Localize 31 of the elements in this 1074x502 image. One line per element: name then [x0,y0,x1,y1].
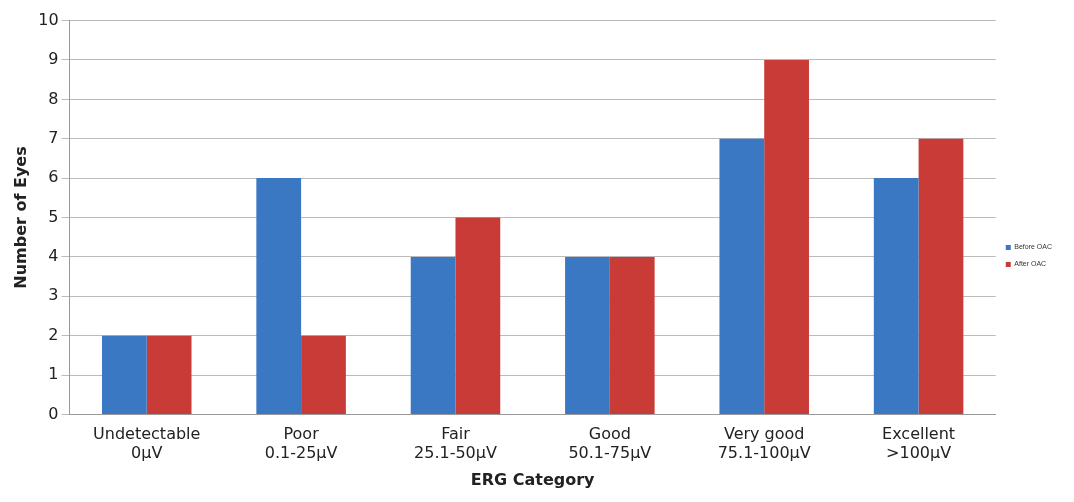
bar [146,335,192,414]
bar [873,178,919,414]
bar [764,59,809,414]
bar [101,335,147,414]
x-tick-label: Good 50.1-75μV [568,424,652,463]
y-tick-label: 0 [48,403,59,423]
x-tick-label: Very good 75.1-100μV [717,424,811,463]
y-tick-label: 6 [48,167,59,187]
bar [719,138,765,414]
x-axis-title: ERG Category [470,469,596,489]
y-tick-label: 9 [48,49,59,69]
bar [455,217,501,414]
y-tick-label: 10 [38,9,59,29]
y-tick-label: 3 [48,285,59,305]
y-tick-label: 7 [48,127,59,147]
y-tick-label: 5 [48,206,59,226]
bar [565,256,610,414]
y-tick-label: 4 [48,246,59,266]
bar [256,178,302,414]
bar [918,138,964,414]
y-tick-label: 2 [48,324,59,344]
x-tick-label: Undetectable 0μV [93,424,201,463]
y-axis-title: Number of Eyes [10,146,30,289]
y-tick-label: 8 [48,88,59,108]
bar [410,256,456,414]
bar [609,256,655,414]
y-tick-label: 1 [48,364,59,384]
x-tick-label: Poor 0.1-25μV [264,424,338,463]
bar [301,335,346,414]
x-tick-label: Excellent >100μV [882,424,956,463]
x-tick-label: Fair 25.1-50μV [414,424,497,463]
